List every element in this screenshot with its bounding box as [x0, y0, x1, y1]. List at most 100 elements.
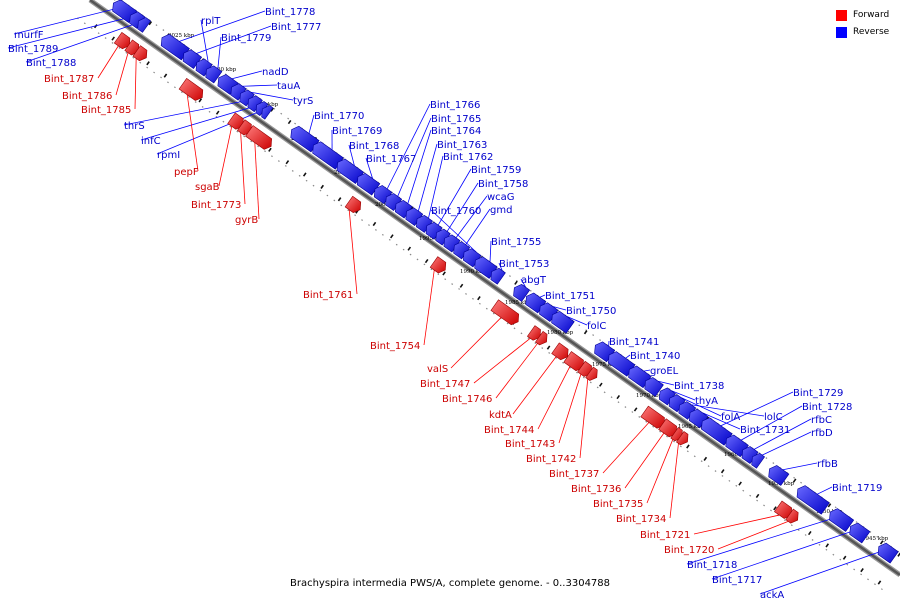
gene-label-bint-1740[interactable]: Bint_1740 — [630, 351, 680, 362]
gene-label-bint-1719[interactable]: Bint_1719 — [832, 483, 882, 494]
gene-label-bint-1778[interactable]: Bint_1778 — [265, 7, 315, 18]
tick-mark — [147, 62, 149, 65]
gene-label-bint-1761[interactable]: Bint_1761 — [303, 290, 353, 301]
gene-label-bint-1737[interactable]: Bint_1737 — [549, 469, 599, 480]
gene-label-thrs[interactable]: thrS — [124, 121, 145, 132]
gene-reverse-bint-1719[interactable] — [797, 486, 829, 515]
gene-label-bint-1751[interactable]: Bint_1751 — [545, 291, 595, 302]
gene-label-bint-1755[interactable]: Bint_1755 — [491, 237, 541, 248]
gene-label-rpmi[interactable]: rpmI — [157, 150, 180, 161]
gene-label-bint-1766[interactable]: Bint_1766 — [430, 100, 480, 111]
tick-mark — [408, 247, 410, 250]
tick-mark — [391, 235, 393, 238]
gene-label-bint-1746[interactable]: Bint_1746 — [442, 394, 492, 405]
gene-label-bint-1718[interactable]: Bint_1718 — [687, 560, 737, 571]
gene-forward-kdta[interactable] — [552, 343, 568, 360]
gene-label-bint-1788[interactable]: Bint_1788 — [26, 58, 76, 69]
gene-label-bint-1747[interactable]: Bint_1747 — [420, 379, 470, 390]
gene-forward-bint-1754[interactable] — [430, 257, 446, 273]
leader-line-bint-1737 — [603, 422, 649, 473]
gene-label-bint-1779[interactable]: Bint_1779 — [221, 33, 271, 44]
gene-label-gyrb[interactable]: gyrB — [235, 215, 258, 226]
gene-label-bint-1742[interactable]: Bint_1742 — [526, 454, 576, 465]
gene-label-bint-1743[interactable]: Bint_1743 — [505, 439, 555, 450]
leader-line-vals — [451, 318, 501, 368]
gene-label-bint-1741[interactable]: Bint_1741 — [609, 337, 659, 348]
gene-label-bint-1765[interactable]: Bint_1765 — [431, 114, 481, 125]
gene-label-lolc[interactable]: lolC — [764, 412, 783, 423]
gene-label-pepf[interactable]: pepF — [174, 167, 199, 178]
tick-mark — [199, 99, 201, 102]
gene-label-bint-1720[interactable]: Bint_1720 — [664, 545, 714, 556]
gene-label-bint-1729[interactable]: Bint_1729 — [793, 388, 843, 399]
gene-label-bint-1754[interactable]: Bint_1754 — [370, 341, 420, 352]
gene-label-abgt[interactable]: abgT — [521, 275, 547, 286]
gene-label-bint-1770[interactable]: Bint_1770 — [314, 111, 364, 122]
gene-label-bint-1768[interactable]: Bint_1768 — [349, 141, 399, 152]
gene-forward-pepf[interactable] — [179, 78, 203, 100]
gene-label-bint-1735[interactable]: Bint_1735 — [593, 499, 643, 510]
gene-forward-bint-1737[interactable] — [641, 406, 665, 428]
gene-label-rfbc[interactable]: rfbC — [811, 415, 832, 426]
leader-line-bint-1747 — [474, 338, 530, 383]
gene-label-bint-1785[interactable]: Bint_1785 — [81, 105, 131, 116]
gene-label-bint-1789[interactable]: Bint_1789 — [8, 44, 58, 55]
gene-label-bint-1734[interactable]: Bint_1734 — [616, 514, 666, 525]
gene-label-nadd[interactable]: nadD — [262, 67, 289, 78]
gene-label-bint-1758[interactable]: Bint_1758 — [478, 179, 528, 190]
gene-label-rfbb[interactable]: rfbB — [817, 459, 838, 470]
gene-label-bint-1759[interactable]: Bint_1759 — [471, 165, 521, 176]
gene-label-rplt[interactable]: rplT — [201, 16, 221, 27]
gene-label-bint-1786[interactable]: Bint_1786 — [62, 91, 112, 102]
tick-mark — [617, 395, 619, 398]
gene-label-bint-1744[interactable]: Bint_1744 — [484, 425, 534, 436]
gene-label-bint-1769[interactable]: Bint_1769 — [332, 126, 382, 137]
gene-label-bint-1753[interactable]: Bint_1753 — [499, 259, 549, 270]
backbone-axis — [90, 0, 900, 575]
gene-label-bint-1764[interactable]: Bint_1764 — [431, 126, 481, 137]
gene-label-rfbd[interactable]: rfbD — [811, 428, 833, 439]
tick-mark — [373, 222, 375, 225]
gene-label-tyrs[interactable]: tyrS — [293, 96, 313, 107]
gene-label-bint-1750[interactable]: Bint_1750 — [566, 306, 616, 317]
gene-label-murff[interactable]: murfF — [14, 30, 44, 41]
gene-label-bint-1736[interactable]: Bint_1736 — [571, 484, 621, 495]
gene-label-kdta[interactable]: kdtA — [489, 410, 512, 421]
tick-mark — [826, 544, 828, 547]
tick-mark — [288, 120, 290, 123]
gene-label-bint-1763[interactable]: Bint_1763 — [437, 140, 487, 151]
scale-mark: 1980 kbp — [547, 330, 574, 336]
gene-label-bint-1731[interactable]: Bint_1731 — [740, 425, 790, 436]
gene-label-thya[interactable]: thyA — [695, 396, 718, 407]
gene-label-bint-1787[interactable]: Bint_1787 — [44, 74, 94, 85]
gene-label-gmd[interactable]: gmd — [490, 205, 512, 216]
gene-label-sgab[interactable]: sgaB — [195, 182, 220, 193]
leader-line-bint-1786 — [116, 53, 128, 95]
tick-mark — [600, 383, 602, 386]
gene-label-acka[interactable]: ackA — [760, 590, 784, 600]
leader-line-bint-1717 — [712, 527, 864, 579]
gene-label-bint-1762[interactable]: Bint_1762 — [443, 152, 493, 163]
tick-mark — [321, 185, 323, 188]
gene-label-bint-1777[interactable]: Bint_1777 — [271, 22, 321, 33]
gene-label-wcag[interactable]: wcaG — [487, 192, 515, 203]
tick-mark — [843, 556, 845, 559]
gene-label-fola[interactable]: folA — [721, 412, 740, 423]
gene-label-bint-1773[interactable]: Bint_1773 — [191, 200, 241, 211]
gene-label-bint-1738[interactable]: Bint_1738 — [674, 381, 724, 392]
gene-label-bint-1760[interactable]: Bint_1760 — [431, 206, 481, 217]
tick-mark — [756, 494, 758, 497]
tick-mark — [515, 281, 517, 284]
gene-label-bint-1767[interactable]: Bint_1767 — [366, 154, 416, 165]
gene-label-groel[interactable]: groEL — [650, 366, 679, 377]
gene-label-infc[interactable]: infC — [141, 136, 161, 147]
gene-label-taua[interactable]: tauA — [277, 81, 300, 92]
gene-label-vals[interactable]: valS — [427, 364, 448, 375]
tick-mark — [547, 346, 549, 349]
tick-mark — [722, 470, 724, 473]
gene-label-bint-1728[interactable]: Bint_1728 — [802, 402, 852, 413]
gene-label-bint-1721[interactable]: Bint_1721 — [640, 530, 690, 541]
gene-label-folc[interactable]: folC — [587, 321, 606, 332]
leader-line-gyrb — [255, 143, 259, 219]
